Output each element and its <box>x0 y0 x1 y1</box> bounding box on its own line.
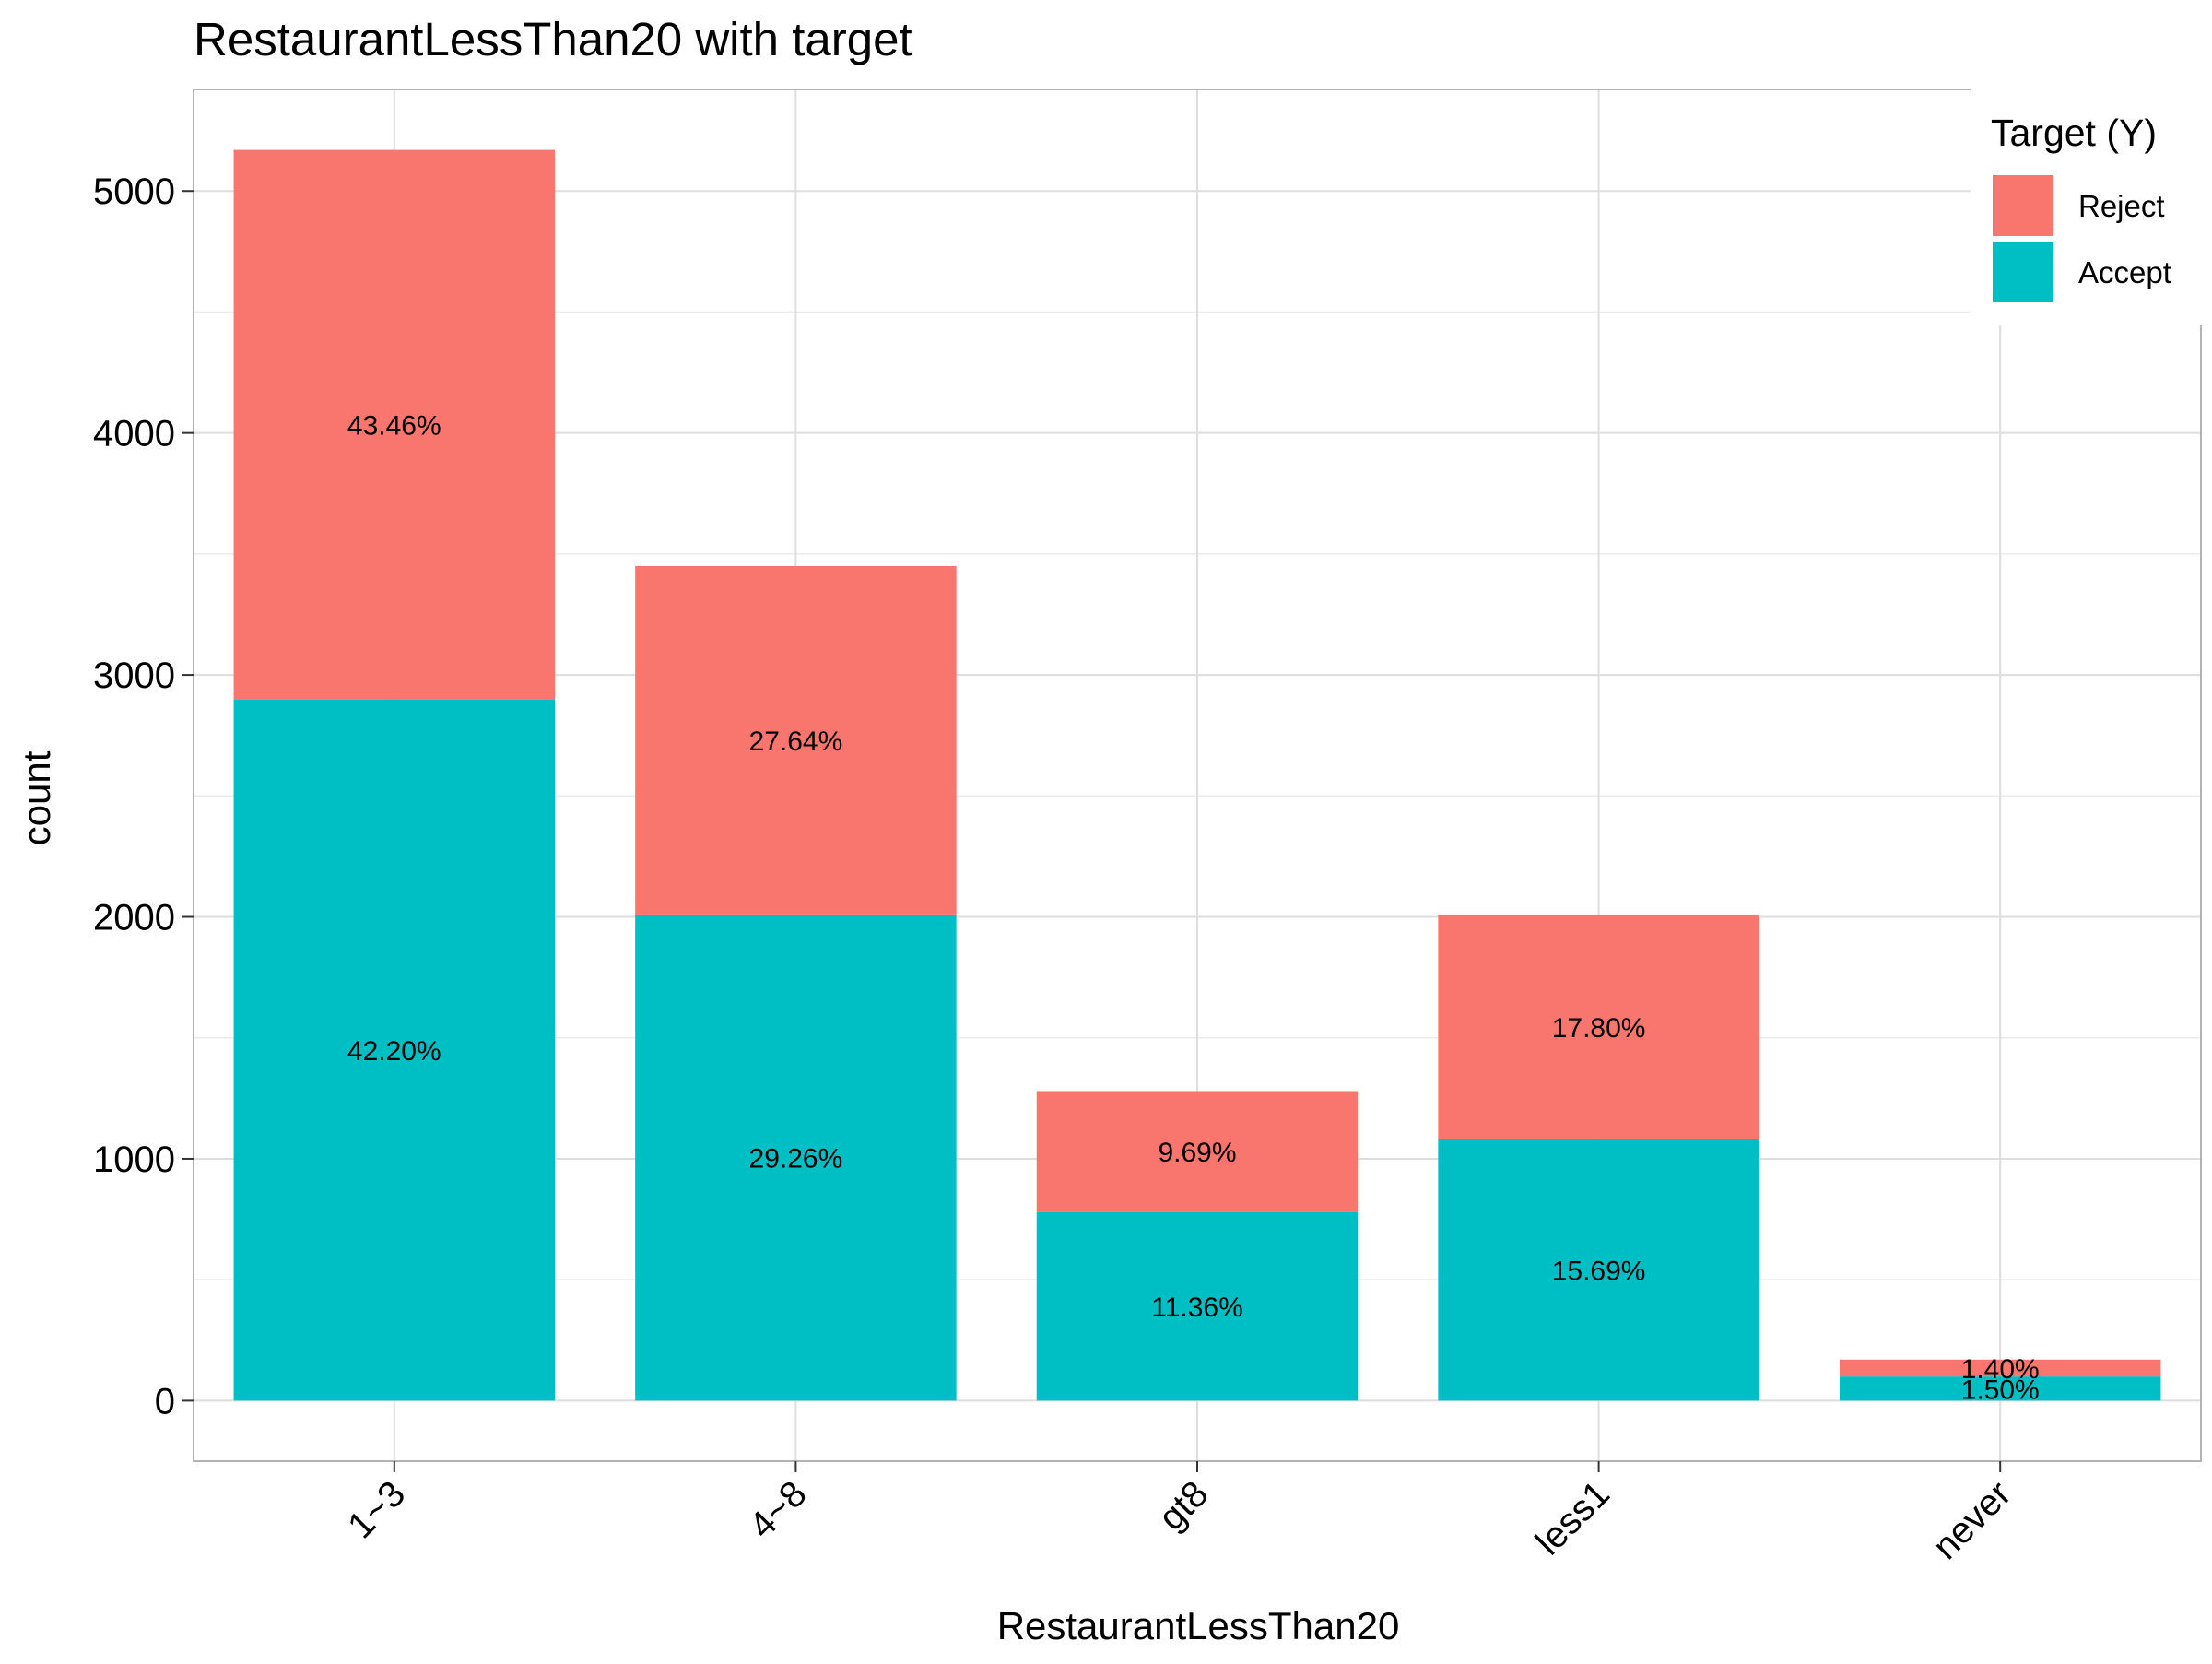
bar-accept <box>1438 1139 1759 1401</box>
y-tick-label: 3000 <box>93 655 175 696</box>
bar-reject <box>1036 1091 1359 1212</box>
legend-key-reject <box>1993 175 2053 236</box>
bar-accept <box>233 699 556 1401</box>
y-tick-label: 4000 <box>93 414 175 454</box>
data-label-accept: 1.50% <box>1961 1375 2040 1405</box>
bar-reject <box>1438 914 1759 1139</box>
data-label-reject: 43.46% <box>347 410 441 441</box>
data-label-accept: 11.36% <box>1151 1292 1243 1323</box>
bar-accept <box>635 914 957 1401</box>
legend-key-accept <box>1993 242 2053 302</box>
legend-label-accept: Accept <box>2078 255 2171 289</box>
data-label-accept: 15.69% <box>1552 1257 1646 1287</box>
y-axis-title: count <box>15 750 58 845</box>
legend-title: Target (Y) <box>1991 112 2157 154</box>
bar-accept <box>1036 1211 1359 1401</box>
bar-reject <box>635 565 957 915</box>
legend-label-reject: Reject <box>2078 189 2165 223</box>
data-label-reject: 9.69% <box>1158 1138 1236 1168</box>
y-tick-label: 2000 <box>93 898 175 938</box>
y-tick-label: 5000 <box>93 171 175 212</box>
data-label-reject: 17.80% <box>1552 1013 1646 1044</box>
y-tick-label: 1000 <box>93 1139 175 1180</box>
bar-accept <box>1839 1376 2161 1401</box>
data-label-accept: 29.26% <box>749 1144 843 1174</box>
data-label-accept: 42.20% <box>347 1036 441 1067</box>
data-label-reject: 1.40% <box>1961 1354 2040 1385</box>
bar-reject <box>1839 1359 2161 1377</box>
data-label-reject: 27.64% <box>749 726 843 757</box>
legend: Target (Y) Reject Accept <box>1971 88 2206 325</box>
x-axis-title: RestaurantLessThan20 <box>997 1604 1400 1647</box>
chart-title: RestaurantLessThan20 with target <box>194 13 912 65</box>
y-tick-label: 0 <box>155 1381 175 1422</box>
bar-reject <box>233 149 556 700</box>
